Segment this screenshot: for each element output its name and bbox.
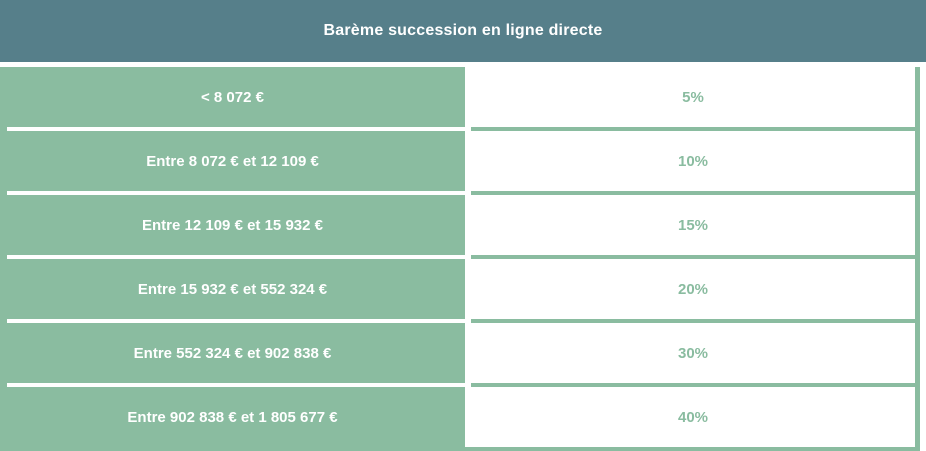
rate-cell: 20% — [471, 259, 920, 323]
table-row: Entre 902 838 € et 1 805 677 € 40% — [0, 387, 926, 447]
table-title: Barème succession en ligne directe — [0, 0, 926, 62]
bracket-cell: Entre 15 932 € et 552 324 € — [0, 259, 465, 323]
table-row: Entre 15 932 € et 552 324 € 20% — [0, 259, 926, 323]
bracket-cell: Entre 12 109 € et 15 932 € — [0, 195, 465, 259]
table-row: Entre 12 109 € et 15 932 € 15% — [0, 195, 926, 259]
bracket-cell: Entre 902 838 € et 1 805 677 € — [0, 387, 465, 447]
column-divider — [465, 387, 471, 447]
rate-cell: 30% — [471, 323, 920, 387]
column-divider — [465, 131, 471, 195]
rate-cell: 10% — [471, 131, 920, 195]
table-bottom-border — [0, 447, 920, 451]
table-row: < 8 072 € 5% — [0, 67, 926, 131]
bracket-cell: < 8 072 € — [0, 67, 465, 131]
table-row: Entre 552 324 € et 902 838 € 30% — [0, 323, 926, 387]
column-divider — [465, 323, 471, 387]
table-row: Entre 8 072 € et 12 109 € 10% — [0, 131, 926, 195]
rate-cell: 15% — [471, 195, 920, 259]
column-divider — [465, 195, 471, 259]
rate-cell: 5% — [471, 67, 920, 131]
column-divider — [465, 259, 471, 323]
column-divider — [465, 67, 471, 131]
table-body: < 8 072 € 5% Entre 8 072 € et 12 109 € 1… — [0, 67, 926, 447]
rate-cell: 40% — [471, 387, 920, 447]
bracket-cell: Entre 8 072 € et 12 109 € — [0, 131, 465, 195]
bracket-cell: Entre 552 324 € et 902 838 € — [0, 323, 465, 387]
